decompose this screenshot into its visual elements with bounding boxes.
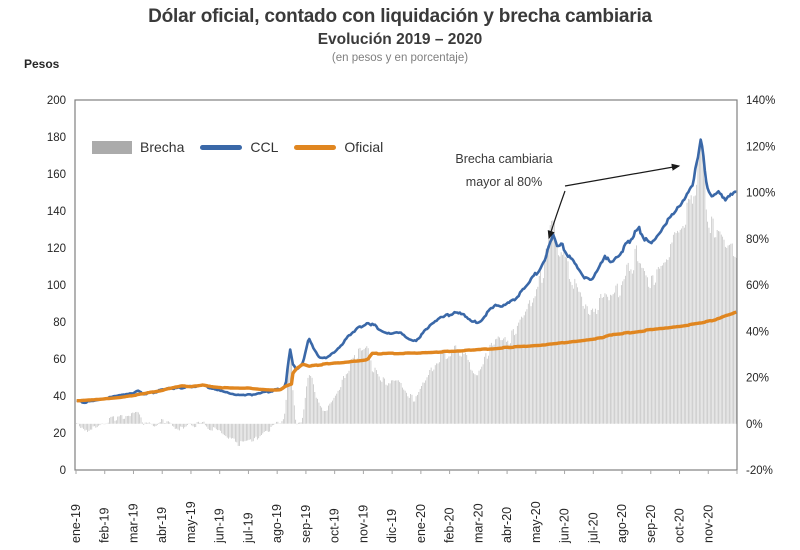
svg-text:feb-19: feb-19 [98,508,112,543]
svg-text:abr-19: abr-19 [155,507,169,543]
svg-text:-20%: -20% [746,465,773,477]
annotation-text: Brecha cambiaria mayor al 80% [436,148,572,194]
svg-text:nov-20: nov-20 [701,505,715,543]
annotation-line-1: Brecha cambiaria [455,152,553,166]
svg-text:may-20: may-20 [529,501,543,543]
legend: Brecha CCL Oficial [92,139,383,155]
svg-text:jul-20: jul-20 [586,512,600,544]
svg-text:may-19: may-19 [184,501,198,543]
svg-text:mar-19: mar-19 [126,503,140,543]
svg-text:100: 100 [47,280,66,292]
left-axis-title: Pesos [24,57,60,71]
svg-text:nov-19: nov-19 [356,505,370,543]
svg-text:jun-19: jun-19 [213,508,227,544]
svg-text:200: 200 [47,95,66,107]
legend-label-brecha: Brecha [140,139,185,155]
svg-text:oct-20: oct-20 [673,508,687,543]
svg-text:140: 140 [47,206,66,218]
chart-subtitle: Evolución 2019 – 2020 [317,31,483,48]
svg-text:0: 0 [60,465,66,477]
legend-label-oficial: Oficial [344,139,384,155]
annotation-line-2: mayor al 80% [465,175,543,189]
svg-text:dic-19: dic-19 [385,509,399,543]
ccl-line-swatch-icon [200,144,243,150]
chart-title: Dólar oficial, contado con liquidación y… [148,6,652,27]
svg-text:80: 80 [53,317,66,329]
svg-text:60%: 60% [746,280,769,292]
legend-label-ccl: CCL [250,139,279,155]
svg-text:20: 20 [53,428,66,440]
svg-text:140%: 140% [746,95,775,107]
svg-text:160: 160 [47,169,66,181]
chart-header: Dólar oficial, contado con liquidación y… [0,6,800,64]
svg-text:ago-19: ago-19 [270,504,284,543]
chart-note: (en pesos y en porcentaje) [331,52,469,64]
svg-text:jun-20: jun-20 [558,508,572,544]
svg-text:ene-19: ene-19 [69,504,83,543]
svg-text:oct-19: oct-19 [328,508,342,543]
legend-item-oficial: Oficial [294,139,383,155]
svg-text:abr-20: abr-20 [500,507,514,543]
svg-text:120: 120 [47,243,66,255]
brecha-swatch-icon [92,140,132,154]
legend-item-ccl: CCL [200,139,278,155]
oficial-line-swatch-icon [294,144,337,150]
svg-text:sep-19: sep-19 [299,505,313,543]
svg-text:mar-20: mar-20 [471,503,485,543]
svg-text:60: 60 [53,354,66,366]
svg-text:ago-20: ago-20 [615,504,629,543]
svg-text:80%: 80% [746,234,769,246]
svg-text:sep-20: sep-20 [644,505,658,543]
svg-text:100%: 100% [746,188,775,200]
svg-text:20%: 20% [746,373,769,385]
legend-item-brecha: Brecha [92,139,184,155]
svg-text:40: 40 [53,391,66,403]
svg-text:180: 180 [47,132,66,144]
svg-text:0%: 0% [746,419,763,431]
svg-text:120%: 120% [746,141,775,153]
svg-text:feb-20: feb-20 [443,508,457,543]
svg-text:jul-19: jul-19 [241,512,255,544]
svg-text:ene-20: ene-20 [414,504,428,543]
svg-text:40%: 40% [746,326,769,338]
